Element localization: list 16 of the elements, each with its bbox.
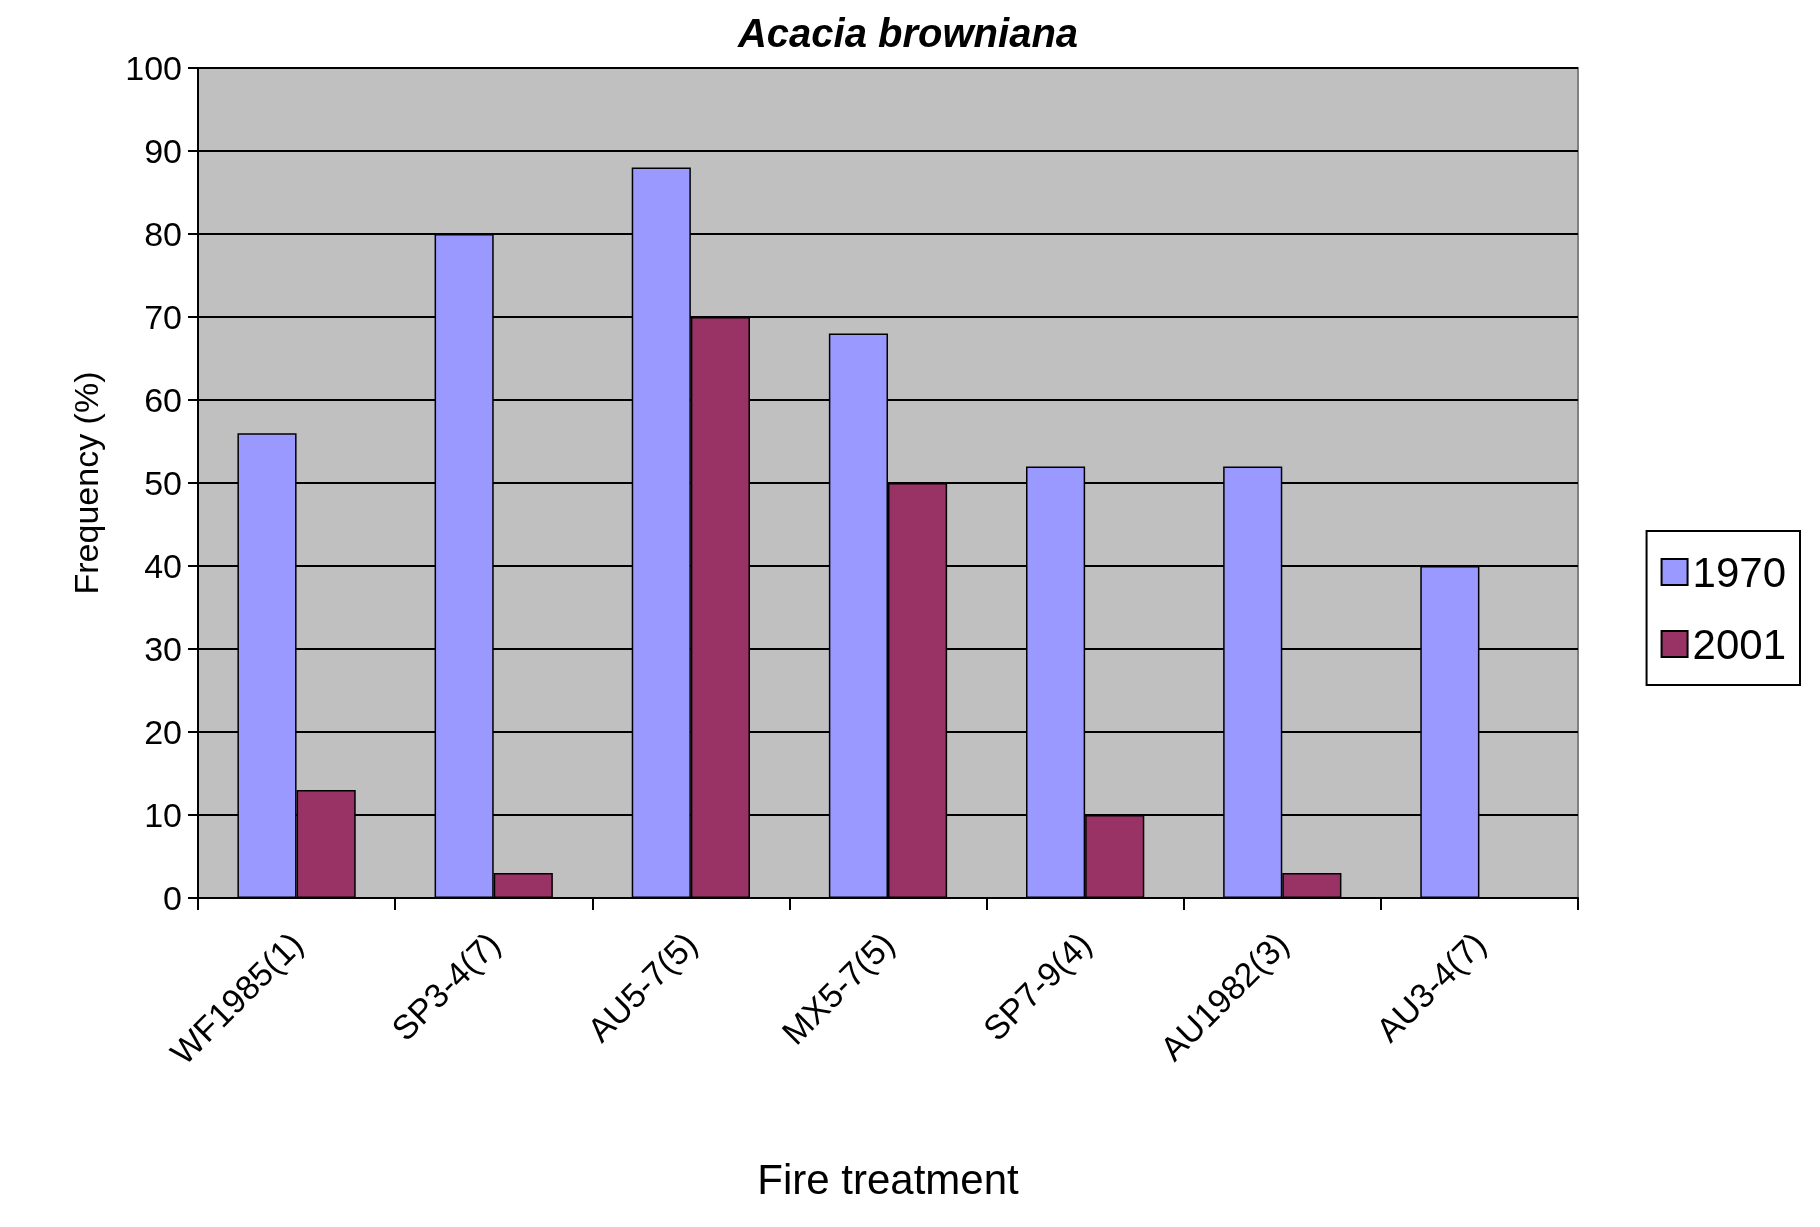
y-tick-label: 60 [144,381,182,419]
y-tick-label: 20 [144,713,182,751]
x-axis-title: Fire treatment [757,1155,1020,1203]
legend-label: 1970 [1692,548,1786,596]
y-axis-title: Frequency (%) [67,371,105,595]
y-tick-label: 10 [144,796,182,834]
y-tick-label: 30 [144,630,182,668]
y-tick-label: 80 [144,215,182,253]
y-tick-label: 40 [144,547,182,585]
y-tick-label: 50 [144,464,182,502]
chart-title: Acacia browniana [736,11,1079,55]
y-tick-label: 90 [144,132,182,170]
legend-label: 2001 [1692,620,1786,668]
y-tick-label: 70 [144,298,182,336]
y-tick-label: 0 [163,879,182,917]
y-tick-label: 100 [125,49,182,87]
